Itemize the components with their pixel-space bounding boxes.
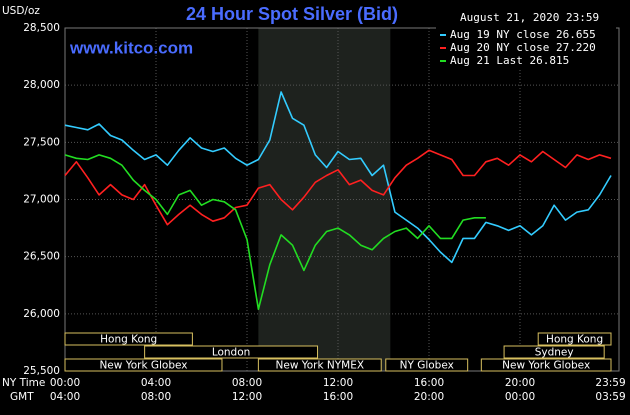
gmt-tick-label: 03:59 <box>595 391 625 403</box>
y-tick-label: 28,500 <box>23 22 60 34</box>
session-box <box>385 358 469 372</box>
gmt-label: GMT <box>10 391 34 403</box>
legend-label: Aug 19 NY close 26.655 <box>450 28 596 41</box>
gmt-tick-label: 08:00 <box>141 391 171 403</box>
session-box <box>537 332 612 346</box>
legend-label: Aug 20 NY close 27.220 <box>450 41 596 54</box>
series-line <box>64 91 612 264</box>
series-line <box>64 154 486 311</box>
x-tick-label: 04:00 <box>141 377 171 389</box>
y-tick-label: 26,000 <box>23 308 60 320</box>
x-tick-label: 00:00 <box>50 377 80 389</box>
watermark: www.kitco.com <box>69 38 193 57</box>
gmt-tick-label: 00:00 <box>505 391 535 403</box>
y-tick-label: 25,500 <box>23 365 60 377</box>
session-label: Hong Kong <box>100 334 157 346</box>
session-box <box>64 358 223 372</box>
series-line <box>64 149 612 226</box>
y-tick-label: 28,000 <box>23 79 60 91</box>
session-label: New York Globex <box>502 360 590 372</box>
unit-label: USD/oz <box>2 5 40 17</box>
y-tick-label: 27,000 <box>23 194 60 206</box>
legend-label: Aug 21 Last 26.815 <box>450 54 569 67</box>
x-tick-label: 23:59 <box>595 377 625 389</box>
x-tick-label: 20:00 <box>505 377 535 389</box>
session-label: New York Globex <box>99 360 187 372</box>
session-box <box>480 358 612 372</box>
session-box <box>503 345 605 359</box>
gmt-tick-label: 20:00 <box>414 391 444 403</box>
chart-title: 24 Hour Spot Silver (Bid) <box>186 4 398 24</box>
gmt-tick-label: 16:00 <box>323 391 353 403</box>
session-box <box>257 358 382 372</box>
timestamp: August 21, 2020 23:59 <box>460 11 599 24</box>
ny-time-label: NY Time <box>2 377 45 389</box>
legend-box <box>436 26 616 68</box>
session-label: Sydney <box>535 347 574 359</box>
session-box <box>144 345 319 359</box>
gmt-tick-label: 04:00 <box>50 391 80 403</box>
session-label: Hong Kong <box>546 334 603 346</box>
x-tick-label: 08:00 <box>232 377 262 389</box>
session-box <box>64 332 193 346</box>
session-label: New York NYMEX <box>276 360 365 372</box>
y-tick-label: 27,500 <box>23 136 60 148</box>
x-tick-label: 12:00 <box>323 377 353 389</box>
x-tick-label: 16:00 <box>414 377 444 389</box>
session-label: London <box>212 347 251 359</box>
gmt-tick-label: 12:00 <box>232 391 262 403</box>
y-tick-label: 26,500 <box>23 251 60 263</box>
session-label: NY Globex <box>400 360 454 372</box>
